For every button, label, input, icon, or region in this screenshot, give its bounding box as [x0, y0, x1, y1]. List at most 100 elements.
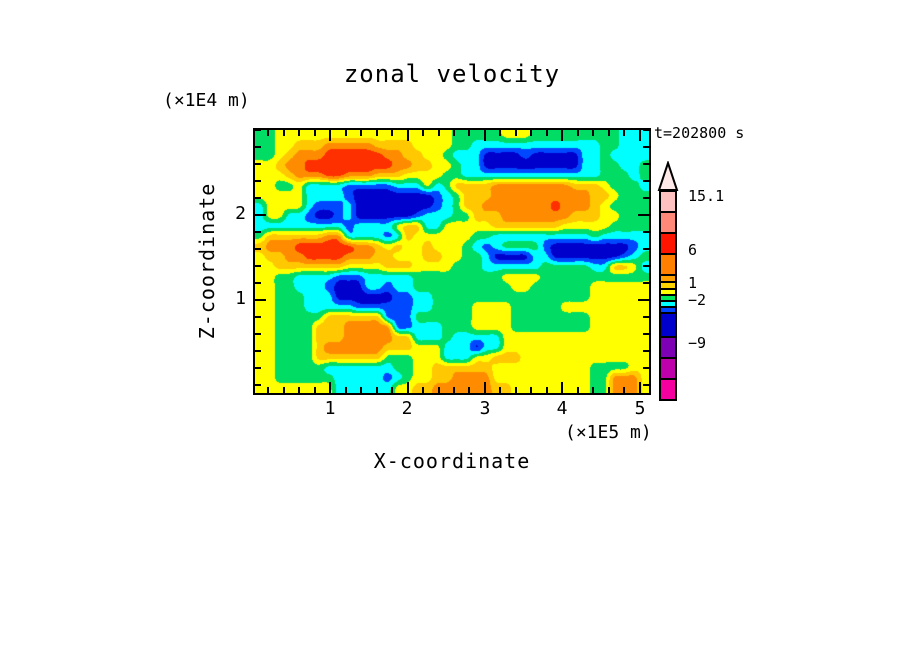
colorbar-tick-label: 15.1: [688, 187, 725, 205]
tick-mark: [576, 130, 579, 136]
colorbar-segment: [659, 283, 677, 290]
tick-mark: [638, 382, 641, 393]
tick-mark: [638, 130, 641, 141]
contour-canvas: [255, 130, 649, 393]
tick-mark: [468, 387, 471, 393]
tick-mark: [255, 248, 261, 251]
colorbar-segment: [659, 308, 677, 314]
x-tick-label: 4: [556, 398, 568, 419]
tick-mark: [592, 130, 595, 136]
tick-mark: [499, 130, 502, 136]
tick-mark: [255, 146, 261, 148]
tick-mark: [561, 130, 564, 141]
tick-mark: [499, 387, 502, 393]
colorbar-segment: [659, 190, 677, 213]
colorbar-segment: [659, 213, 677, 234]
colorbar-tick-label: 1: [688, 274, 698, 292]
tick-mark: [267, 387, 270, 393]
colorbar-segment: [659, 276, 677, 283]
tick-mark: [437, 130, 440, 136]
tick-mark: [545, 387, 548, 393]
tick-mark: [255, 163, 261, 165]
tick-mark: [638, 299, 649, 302]
tick-mark: [406, 130, 409, 141]
tick-mark: [607, 130, 610, 136]
time-label: t=202800 s: [654, 124, 745, 142]
tick-mark: [282, 130, 285, 136]
tick-mark: [638, 214, 649, 217]
tick-mark: [514, 130, 517, 136]
colorbar-segments: [659, 190, 677, 401]
tick-mark: [576, 387, 579, 393]
tick-mark: [514, 387, 517, 393]
tick-mark: [607, 387, 610, 393]
tick-mark: [313, 130, 316, 136]
tick-mark: [255, 316, 261, 319]
tick-mark: [530, 130, 533, 136]
tick-mark: [643, 316, 649, 319]
colorbar-tick-label: −9: [688, 334, 707, 352]
tick-mark: [282, 387, 285, 393]
tick-mark: [452, 130, 455, 136]
tick-mark: [643, 350, 649, 353]
tick-mark: [643, 367, 649, 370]
tick-mark: [643, 180, 649, 183]
tick-mark: [643, 333, 649, 336]
tick-mark: [643, 282, 649, 285]
y-unit-label: (×1E4 m): [163, 90, 250, 111]
colorbar-segment: [659, 338, 677, 359]
tick-mark: [643, 146, 649, 148]
plot-title: zonal velocity: [343, 60, 561, 88]
tick-mark: [255, 231, 261, 234]
colorbar-segment: [659, 296, 677, 302]
y-tick-label: 2: [235, 203, 246, 224]
tick-mark: [643, 163, 649, 165]
tick-mark: [623, 130, 626, 136]
tick-mark: [375, 130, 378, 136]
tick-mark: [422, 387, 424, 393]
colorbar-tick-label: 6: [688, 241, 698, 259]
colorbar-segment: [659, 302, 677, 308]
tick-mark: [360, 387, 362, 393]
colorbar-segment: [659, 380, 677, 401]
tick-mark: [468, 130, 471, 136]
tick-mark: [643, 384, 649, 387]
tick-mark: [643, 265, 649, 268]
y-tick-label: 1: [235, 288, 246, 309]
tick-mark: [329, 130, 332, 141]
tick-mark: [298, 387, 301, 393]
tick-mark: [437, 387, 440, 393]
tick-mark: [375, 387, 378, 393]
colorbar-arrow-icon: [657, 161, 679, 191]
tick-mark: [255, 282, 261, 285]
x-tick-label: 5: [634, 398, 646, 419]
colorbar-segment: [659, 359, 677, 380]
tick-mark: [483, 382, 486, 393]
tick-mark: [643, 197, 649, 200]
tick-mark: [452, 387, 455, 393]
colorbar-segment: [659, 255, 677, 276]
tick-mark: [255, 197, 261, 200]
x-tick-label: 1: [324, 398, 336, 419]
tick-mark: [255, 299, 266, 302]
tick-mark: [255, 129, 261, 131]
tick-mark: [344, 130, 347, 136]
y-axis-label: Z-coordinate: [195, 182, 219, 340]
plot-frame: [253, 128, 651, 395]
colorbar-tick-label: −2: [688, 291, 707, 309]
tick-mark: [483, 130, 486, 141]
tick-mark: [255, 384, 261, 387]
tick-mark: [530, 387, 533, 393]
tick-mark: [391, 387, 393, 393]
colorbar-segment: [659, 234, 677, 255]
tick-mark: [255, 265, 261, 268]
tick-mark: [406, 382, 409, 393]
tick-mark: [329, 382, 332, 393]
colorbar-segment: [659, 314, 677, 338]
tick-mark: [545, 130, 548, 136]
x-tick-label: 2: [401, 398, 413, 419]
tick-mark: [255, 180, 261, 183]
tick-mark: [255, 333, 261, 336]
tick-mark: [255, 367, 261, 370]
